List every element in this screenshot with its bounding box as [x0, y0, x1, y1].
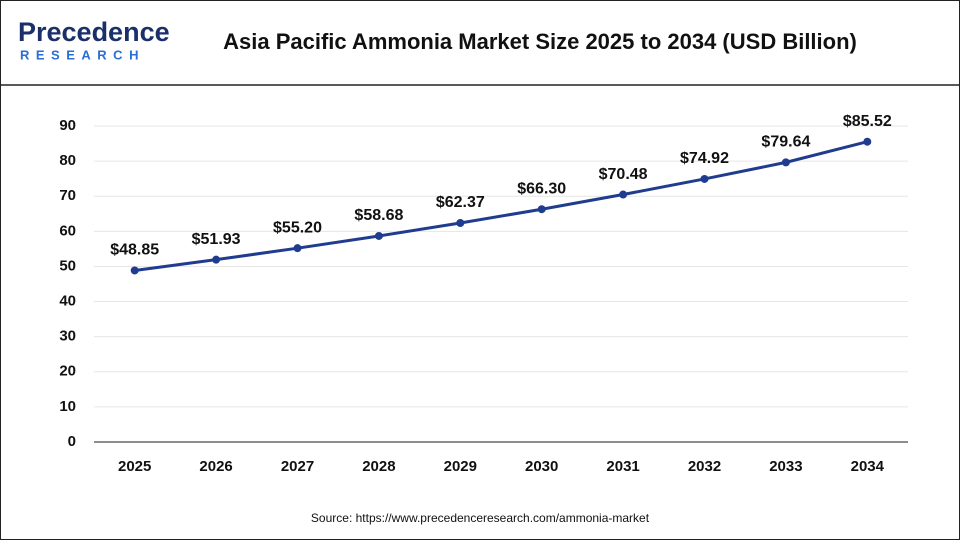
point	[781, 158, 790, 167]
y-tick-label: 80	[59, 152, 76, 169]
x-tick-label: 2025	[118, 458, 151, 475]
value-label: $70.48	[599, 166, 648, 183]
value-label: $51.93	[192, 231, 241, 248]
y-tick-label: 0	[68, 433, 76, 450]
y-tick-label: 10	[59, 398, 76, 415]
y-tick-label: 20	[59, 363, 76, 380]
x-tick-label: 2033	[769, 458, 802, 475]
x-tick-label: 2029	[444, 458, 477, 475]
x-tick-label: 2026	[199, 458, 232, 475]
value-label: $66.30	[517, 180, 566, 197]
value-label: $85.52	[843, 113, 892, 130]
brand-name: Precedence	[18, 17, 170, 47]
y-tick-label: 50	[59, 257, 76, 274]
point	[374, 231, 383, 240]
source: Source: https://www.precedenceresearch.c…	[311, 511, 650, 525]
y-tick-label: 90	[59, 117, 76, 134]
line	[134, 140, 868, 272]
point	[537, 205, 546, 214]
chart-title: Asia Pacific Ammonia Market Size 2025 to…	[223, 29, 857, 54]
x-tick-label: 2032	[688, 458, 721, 475]
x-tick-label: 2030	[525, 458, 558, 475]
value-label: $79.64	[761, 134, 810, 151]
x-tick-label: 2028	[362, 458, 395, 475]
point	[293, 244, 302, 253]
point	[619, 190, 628, 199]
value-label: $55.20	[273, 219, 322, 236]
x-tick-label: 2027	[281, 458, 314, 475]
point	[130, 266, 139, 275]
brand-tagline: RESEARCH	[20, 47, 145, 62]
y-tick-label: 40	[59, 293, 76, 310]
value-label: $58.68	[354, 207, 403, 224]
point	[700, 174, 709, 183]
y-tick-label: 60	[59, 222, 76, 239]
point	[456, 219, 465, 228]
x-tick-label: 2031	[606, 458, 639, 475]
point	[212, 255, 221, 264]
y-tick-label: 30	[59, 328, 76, 345]
y-tick-label: 70	[59, 187, 76, 204]
value-label: $48.85	[110, 242, 159, 259]
point	[863, 137, 872, 146]
value-label: $62.37	[436, 194, 485, 211]
x-tick-label: 2034	[851, 458, 885, 475]
value-label: $74.92	[680, 150, 729, 167]
